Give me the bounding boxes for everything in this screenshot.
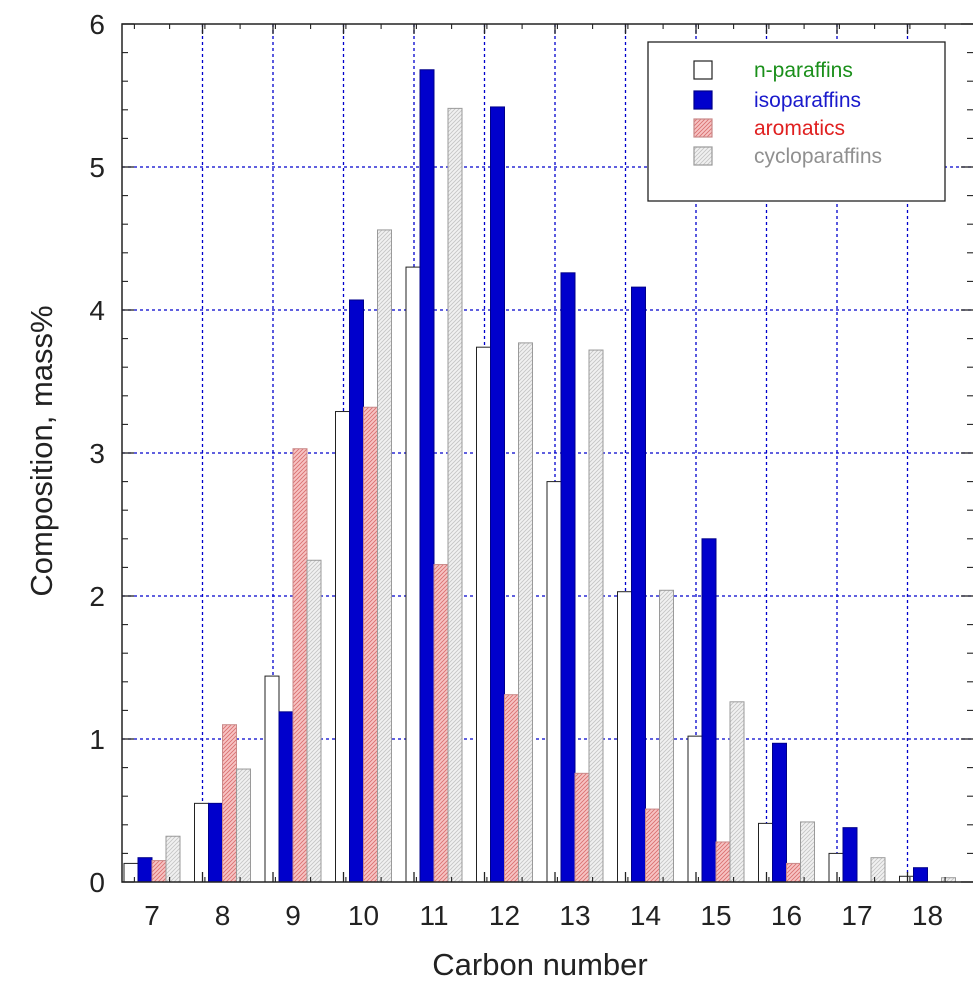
bar-aromatics-9 (292, 448, 308, 882)
bar-aromatics-11 (433, 564, 449, 882)
x-tick-label: 8 (215, 900, 231, 931)
x-tick-label: 17 (841, 900, 872, 931)
bar-isoparaffins-15 (701, 538, 717, 882)
y-tick-label: 6 (89, 9, 105, 40)
x-tick-label: 18 (912, 900, 943, 931)
x-tick-labels: 7 8 9 10 11 12 13 14 15 16 17 18 (144, 900, 943, 931)
bars-layer (123, 69, 956, 882)
x-tick-label: 13 (559, 900, 590, 931)
bar-cycloparaffins-11 (447, 107, 463, 882)
bar-aromatics-8 (222, 724, 237, 882)
x-tick-label: 14 (630, 900, 661, 931)
bar-cycloparaffins-13 (588, 349, 604, 882)
bar-isoparaffins-17 (842, 827, 858, 882)
bar-cycloparaffins-14 (659, 589, 674, 882)
legend-label-aromatics: aromatics (754, 117, 845, 140)
legend-label-n-paraffins: n-paraffins (754, 59, 853, 82)
bar-aromatics-12 (504, 694, 519, 882)
x-axis-title: Carbon number (432, 947, 647, 982)
bar-cycloparaffins-10 (377, 229, 392, 882)
bar-n-paraffins-16 (758, 822, 773, 882)
bar-cycloparaffins-17 (870, 857, 886, 882)
y-tick-label: 5 (89, 152, 105, 183)
y-tick-label: 3 (89, 438, 105, 469)
bar-n-paraffins-8 (194, 802, 209, 882)
legend-swatch-n-paraffins (693, 60, 713, 80)
bar-isoparaffins-9 (278, 711, 294, 882)
bar-aromatics-13 (574, 772, 590, 882)
bar-n-paraffins-18 (899, 875, 914, 882)
bar-isoparaffins-10 (349, 299, 364, 882)
bar-n-paraffins-7 (123, 862, 139, 882)
y-tick-labels: 0 1 2 3 4 5 6 (89, 9, 105, 898)
y-tick-label: 0 (89, 867, 105, 898)
bar-n-paraffins-13 (546, 481, 562, 882)
bar-isoparaffins-16 (772, 742, 787, 882)
x-tick-label: 10 (348, 900, 379, 931)
legend-swatch-cycloparaffins (693, 146, 713, 166)
x-tick-label: 12 (489, 900, 520, 931)
x-tick-label: 9 (285, 900, 301, 931)
bar-cycloparaffins-18 (941, 877, 956, 882)
bar-aromatics-16 (786, 862, 801, 882)
bar-isoparaffins-13 (560, 272, 576, 882)
bar-isoparaffins-12 (490, 106, 505, 882)
bar-n-paraffins-9 (264, 675, 280, 882)
bar-isoparaffins-8 (208, 802, 223, 882)
legend-label-cycloparaffins: cycloparaffins (754, 145, 882, 168)
bar-n-paraffins-17 (828, 852, 844, 882)
bar-cycloparaffins-9 (306, 559, 322, 882)
y-tick-label: 1 (89, 724, 105, 755)
bar-aromatics-14 (645, 808, 660, 882)
x-tick-label: 15 (700, 900, 731, 931)
bar-cycloparaffins-16 (800, 821, 815, 882)
bar-isoparaffins-11 (419, 69, 435, 882)
bar-n-paraffins-14 (617, 591, 632, 882)
x-tick-label: 7 (144, 900, 160, 931)
bar-aromatics-10 (363, 406, 378, 882)
bar-cycloparaffins-7 (165, 835, 181, 882)
bar-isoparaffins-18 (913, 867, 928, 882)
bar-n-paraffins-10 (335, 411, 350, 882)
legend: n-paraffins isoparaffins aromatics cyclopar… (647, 41, 946, 202)
bar-aromatics-7 (151, 860, 167, 882)
y-tick-label: 2 (89, 581, 105, 612)
bar-cycloparaffins-8 (236, 768, 251, 882)
bar-n-paraffins-12 (476, 346, 491, 882)
bar-aromatics-15 (715, 841, 731, 882)
x-tick-label: 11 (419, 900, 448, 931)
bar-n-paraffins-15 (687, 735, 703, 882)
tick-marks (122, 23, 973, 883)
bar-cycloparaffins-15 (729, 701, 745, 882)
y-axis-title: Composition, mass% (24, 305, 59, 596)
x-tick-label: 16 (771, 900, 802, 931)
bar-isoparaffins-7 (137, 857, 153, 882)
bar-isoparaffins-14 (631, 286, 646, 882)
legend-label-isoparaffins: isoparaffins (754, 89, 861, 112)
legend-swatch-aromatics (693, 118, 713, 138)
legend-swatch-isoparaffins (693, 90, 713, 110)
bar-cycloparaffins-12 (518, 342, 533, 882)
y-tick-label: 4 (89, 295, 105, 326)
bar-n-paraffins-11 (405, 266, 421, 882)
